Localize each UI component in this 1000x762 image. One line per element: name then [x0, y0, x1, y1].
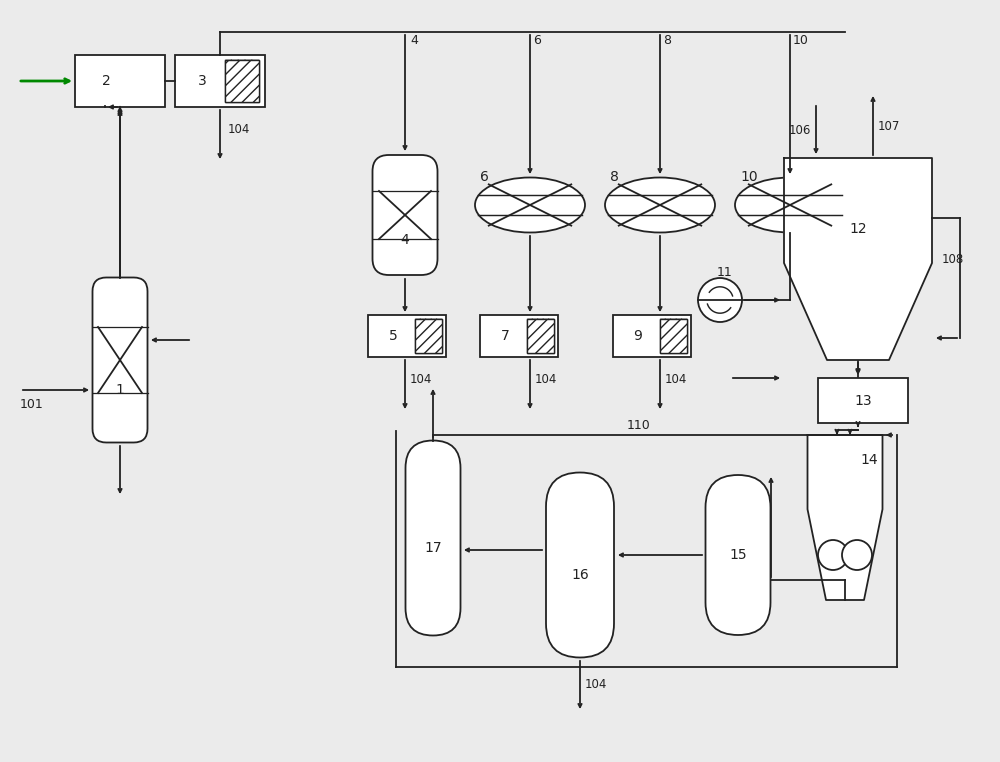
Text: 5: 5 [389, 329, 397, 343]
Text: 3: 3 [198, 74, 206, 88]
Bar [415, 319, 442, 353]
Text: 10: 10 [793, 34, 809, 46]
Bar [368, 315, 446, 357]
Text: 108: 108 [942, 252, 964, 265]
Text: 16: 16 [571, 568, 589, 582]
Text: 7: 7 [501, 329, 509, 343]
Ellipse shape [475, 178, 585, 232]
Circle shape [698, 278, 742, 322]
Polygon shape [784, 158, 932, 360]
Bar [818, 378, 908, 423]
Bar [660, 319, 687, 353]
Text: 15: 15 [729, 548, 747, 562]
Text: 4: 4 [410, 34, 418, 46]
Bar [527, 319, 554, 353]
Bar [415, 319, 442, 353]
Bar [75, 55, 165, 107]
Bar [660, 319, 687, 353]
FancyBboxPatch shape [406, 440, 461, 636]
Text: 1: 1 [116, 383, 124, 397]
Bar [175, 55, 265, 107]
Text: 6: 6 [480, 169, 489, 184]
Bar [613, 315, 691, 357]
Text: 2: 2 [102, 74, 111, 88]
Text: 14: 14 [860, 453, 878, 467]
Text: 10: 10 [740, 169, 758, 184]
Text: 8: 8 [610, 169, 619, 184]
FancyBboxPatch shape [373, 155, 438, 275]
Text: 4: 4 [401, 233, 409, 247]
Text: 17: 17 [424, 541, 442, 555]
FancyBboxPatch shape [706, 507, 770, 603]
Text: 101: 101 [20, 398, 44, 411]
Text: 9: 9 [634, 329, 642, 343]
Bar [225, 60, 259, 102]
FancyBboxPatch shape [546, 472, 614, 658]
Text: 13: 13 [854, 393, 872, 408]
FancyBboxPatch shape [406, 468, 461, 608]
Text: 104: 104 [585, 678, 607, 691]
Bar [527, 319, 554, 353]
FancyBboxPatch shape [546, 507, 614, 623]
FancyBboxPatch shape [93, 277, 148, 443]
Text: 12: 12 [849, 222, 867, 235]
Text: 110: 110 [627, 418, 651, 431]
Text: 11: 11 [717, 265, 733, 278]
Text: 104: 104 [665, 373, 687, 386]
Text: 104: 104 [228, 123, 250, 136]
Ellipse shape [735, 178, 845, 232]
Text: 8: 8 [663, 34, 671, 46]
Text: 104: 104 [410, 373, 432, 386]
Text: 106: 106 [789, 123, 811, 136]
Circle shape [842, 540, 872, 570]
FancyBboxPatch shape [706, 475, 770, 635]
Bar [480, 315, 558, 357]
Polygon shape [808, 435, 883, 600]
Text: 104: 104 [535, 373, 557, 386]
Bar [225, 60, 259, 102]
Ellipse shape [605, 178, 715, 232]
Circle shape [818, 540, 848, 570]
Text: 6: 6 [533, 34, 541, 46]
Text: 107: 107 [878, 120, 900, 133]
